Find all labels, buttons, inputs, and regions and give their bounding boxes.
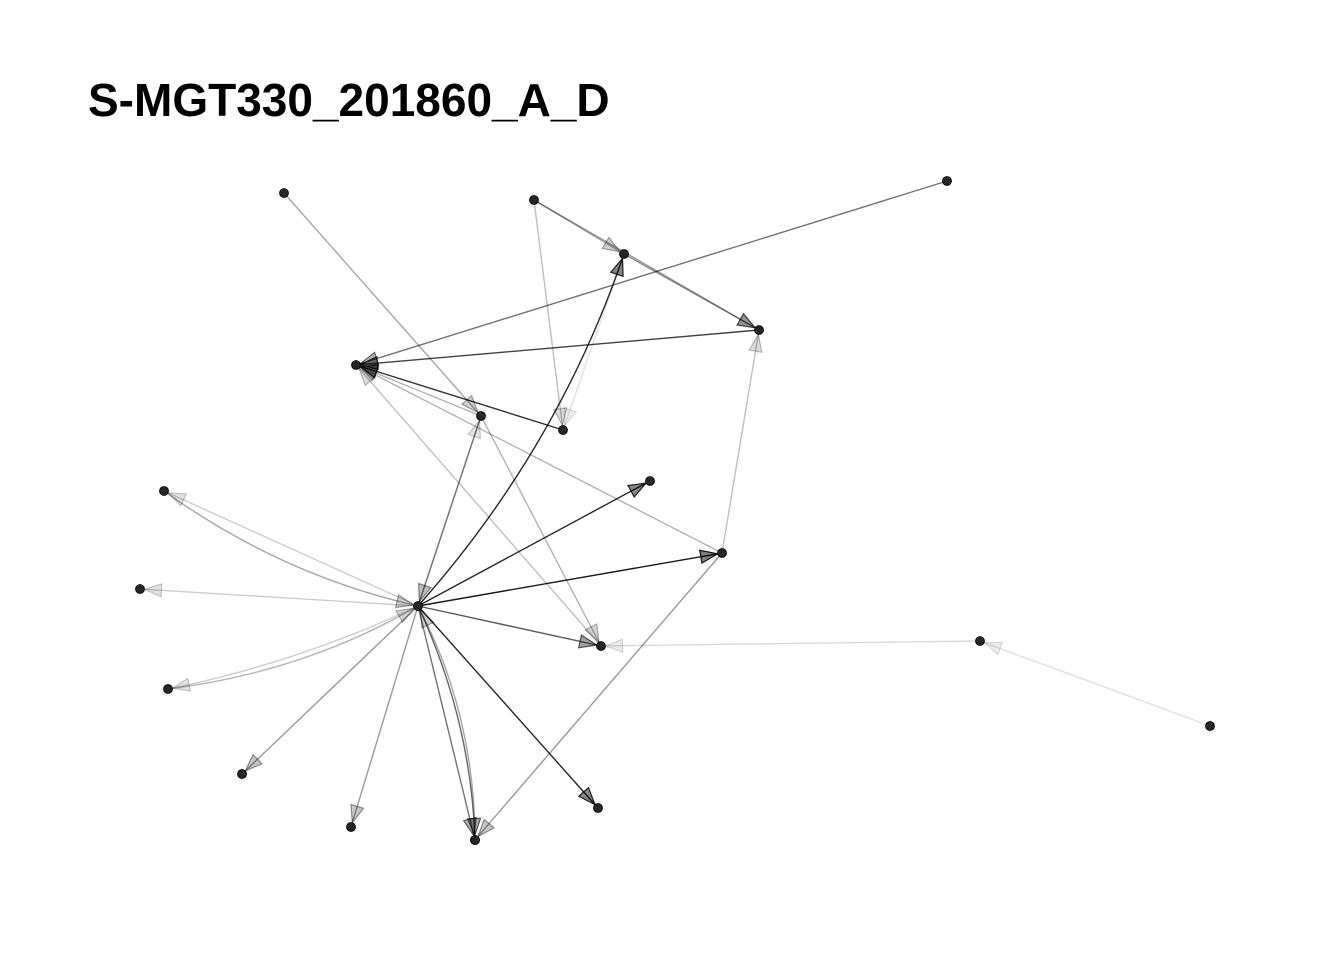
edge-n14-n13 — [417, 605, 597, 646]
edge-n3-n7 — [563, 253, 625, 426]
edge-n7-n6 — [360, 365, 564, 431]
edge-n19-n14 — [419, 609, 476, 841]
node-n6 — [351, 360, 361, 370]
node-n16 — [163, 684, 173, 694]
edge-n22-n21 — [983, 641, 1211, 727]
edge-n14-n9 — [167, 492, 419, 607]
diagram-title: S-MGT330_201860_A_D — [88, 74, 610, 126]
node-n14 — [413, 601, 423, 611]
edge-n3-n7-arrowhead — [563, 406, 578, 428]
edge-n14-n19-arrowhead — [466, 817, 482, 838]
node-n4 — [754, 325, 764, 335]
edge-n14-n16 — [172, 605, 419, 689]
edge-n14-n16-arrowhead — [170, 677, 192, 692]
edge-n14-n5 — [417, 420, 481, 607]
edge-n3-n4 — [623, 253, 756, 329]
edge-n14-n15 — [417, 605, 475, 836]
edge-n21-n13 — [605, 640, 981, 647]
node-n10 — [717, 548, 727, 558]
edge-n11-n6 — [360, 180, 948, 365]
node-n21 — [975, 636, 985, 646]
node-n19 — [470, 835, 480, 845]
edge-n13-n6 — [358, 367, 602, 647]
edge-n16-n14-arrowhead — [395, 607, 416, 624]
edge-n10-n4-arrowhead — [748, 332, 763, 354]
edge-n14-n19 — [417, 605, 476, 836]
edge-n10-n6 — [359, 366, 723, 554]
edge-n2-n3-arrowhead — [601, 236, 622, 253]
edge-n5-n14 — [418, 415, 482, 602]
edge-n14-n18 — [351, 605, 419, 823]
node-n5 — [476, 411, 486, 421]
edge-n5-n6 — [359, 366, 482, 417]
node-layer — [135, 176, 1215, 845]
node-n22 — [1205, 721, 1215, 731]
node-n2 — [529, 195, 539, 205]
edge-n4-n6 — [360, 329, 760, 366]
edge-n14-n3-arrowhead — [609, 256, 624, 278]
node-n8 — [645, 476, 655, 486]
edge-n5-n13-arrowhead — [584, 622, 600, 644]
edge-n14-n12-arrowhead — [142, 582, 163, 598]
edge-n14-n18-arrowhead — [350, 803, 365, 825]
edge-n16-n14 — [167, 607, 415, 690]
edge-n9-n14 — [163, 490, 414, 606]
node-n13 — [596, 641, 606, 651]
edge-n11-n6-arrowhead — [358, 351, 380, 366]
node-n7 — [558, 425, 568, 435]
node-n12 — [135, 584, 145, 594]
edge-n14-n20 — [417, 605, 596, 806]
edge-n19-n14-arrowhead — [419, 608, 435, 630]
edge-n14-n8 — [417, 482, 647, 607]
node-n18 — [346, 822, 356, 832]
edge-n9-n14-arrowhead — [394, 593, 416, 609]
edge-n14-n3 — [417, 258, 624, 607]
node-n17 — [237, 769, 247, 779]
edge-n10-n4 — [721, 334, 759, 554]
edge-n14-n8-arrowhead — [627, 482, 648, 498]
edge-n14-n12 — [144, 588, 419, 607]
node-n3 — [619, 249, 629, 259]
edge-n14-n20-arrowhead — [577, 786, 597, 806]
edge-n2-n4-arrowhead — [736, 312, 757, 329]
edge-n14-n10 — [417, 553, 718, 607]
edge-n7-n6-arrowhead — [358, 364, 380, 379]
edge-n5-n13 — [480, 415, 600, 643]
edge-n21-n13-arrowhead — [603, 638, 624, 654]
edge-n14-n10-arrowhead — [698, 549, 720, 565]
edge-n13-n6-arrowhead — [357, 367, 377, 387]
edge-n2-n7-arrowhead — [552, 407, 568, 428]
node-n9 — [159, 486, 169, 496]
edge-n2-n4 — [533, 199, 756, 329]
edge-n14-n9-arrowhead — [166, 492, 188, 507]
edge-n2-n3 — [533, 199, 621, 253]
node-n20 — [593, 803, 603, 813]
edge-n10-n15 — [477, 552, 723, 838]
edge-n10-n15-arrowhead — [476, 818, 496, 838]
node-n11 — [942, 176, 952, 186]
edge-n14-n13-arrowhead — [577, 634, 599, 649]
edge-n2-n7 — [533, 199, 564, 426]
edge-n22-n21-arrowhead — [982, 641, 1004, 656]
edge-n14-n17-arrowhead — [244, 753, 264, 773]
edge-n3-n4-arrowhead — [736, 312, 757, 329]
edge-n14-n5-arrowhead — [467, 418, 482, 440]
edge-n1-n5 — [283, 192, 479, 414]
node-n1 — [279, 188, 289, 198]
edge-layer — [142, 180, 1211, 841]
edge-n5-n14-arrowhead — [417, 582, 432, 604]
edge-n14-n17 — [244, 605, 419, 772]
